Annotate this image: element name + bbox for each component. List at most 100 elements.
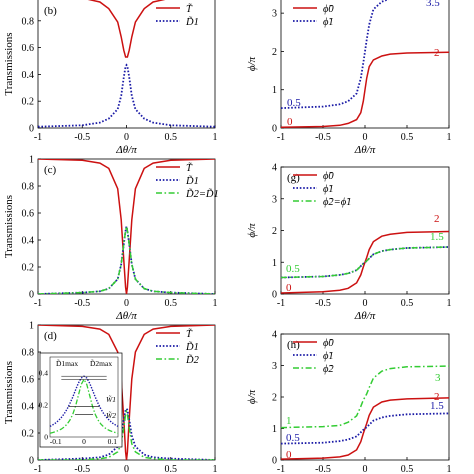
y-tick-label: 1 [272, 258, 277, 269]
legend-label: D̃1 [185, 174, 199, 187]
y-tick-label: 1 [29, 155, 34, 166]
y-axis-label: ϕ/π [246, 223, 258, 238]
x-tick-label: 0 [124, 298, 129, 309]
axes-frame [280, 0, 450, 129]
legend-label: ϕ̃1 [323, 184, 334, 195]
y-tick-label: 0.8 [22, 16, 35, 27]
x-tick-label: 0 [124, 132, 129, 143]
legend-label: ϕ̃1 [323, 17, 334, 28]
x-axis-label: Δθ/π [354, 144, 376, 156]
series-line-blue [281, 412, 449, 445]
annotation-label: 2 [434, 213, 440, 225]
panel-label: (c) [44, 164, 57, 176]
y-tick-label: 0.4 [22, 236, 35, 247]
x-tick-label: 0.5 [401, 132, 414, 143]
panel-label: (d) [44, 330, 57, 342]
x-tick-label: 0.5 [165, 464, 178, 474]
legend-label: D̃2 [185, 353, 200, 366]
legend-label: ϕ̃2 [323, 364, 334, 375]
legend-label: ϕ̃0 [323, 171, 334, 182]
y-tick-label: 2 [272, 226, 277, 237]
series-line-green [281, 246, 449, 279]
x-tick-label: 0 [363, 464, 368, 474]
y-tick-label: 0.8 [22, 348, 35, 359]
y-tick-label: 0 [272, 456, 277, 467]
panel-d: -1 -0.5 0 0.5 1 0 0.2 0.4 0.6 0.8 1 Transmissions (d… [3, 321, 218, 474]
annotation-label: 1.5 [430, 231, 444, 243]
y-tick-label: 0 [272, 290, 277, 301]
panel-label: (h) [287, 339, 300, 351]
annotation-label: 3.5 [426, 0, 440, 9]
inset-x-tick: 0.1 [108, 437, 118, 446]
series-line-blue [38, 63, 215, 128]
x-tick-label: -1 [277, 464, 285, 474]
panel-b: -1 -0.5 0 0.5 1 0 0.2 0.4 0.6 0.8 Δθ/π Transmission… [3, 0, 218, 156]
inset-label: W̃2 [106, 411, 116, 420]
x-tick-label: 1 [447, 132, 452, 143]
inset-label: D̃2max [90, 359, 112, 368]
x-axis-label: Δθ/π [115, 144, 137, 156]
series-line-red [87, 0, 166, 58]
y-tick-label: 0.4 [22, 70, 35, 81]
series-line-blue [38, 407, 215, 460]
x-tick-label: 0.5 [165, 132, 178, 143]
legend-label: ϕ̃2=ϕ̃1 [323, 197, 351, 208]
y-axis-label: ϕ/π [246, 56, 258, 71]
x-tick-label: -1 [34, 298, 42, 309]
series-line-red [281, 51, 449, 128]
inset-label: D̃1max [56, 359, 78, 368]
series-line-green [38, 226, 215, 294]
inset-y-tick: 0 [44, 433, 48, 442]
legend-label: D̃1 [185, 15, 199, 28]
y-tick-label: 0 [29, 456, 34, 467]
x-tick-label: -1 [277, 298, 285, 309]
y-tick-label: 0.6 [22, 209, 35, 220]
x-tick-label: 0.5 [165, 298, 178, 309]
x-tick-label: -0.5 [315, 298, 331, 309]
y-axis-label: Transmissions [3, 195, 15, 258]
panel-f: -1 -0.5 0 0.5 1 0 1 2 3 Δθ/π ϕ/π ϕ̃0 ϕ̃1 3.5 2 0.5 0 [246, 0, 452, 156]
x-tick-label: 1 [213, 298, 218, 309]
annotation-label: 3 [435, 372, 441, 384]
y-tick-label: 3 [272, 361, 277, 372]
annotation-label: 0 [286, 449, 292, 461]
x-tick-label: -0.5 [74, 464, 90, 474]
x-tick-label: -0.5 [315, 464, 331, 474]
annotation-label: 0 [286, 282, 292, 294]
panel-g: -1 -0.5 0 0.5 1 0 1 2 3 4 Δθ/π ϕ/π (g) ϕ̃0 ϕ̃1 ϕ̃2=ϕ̃1 2… [246, 163, 452, 323]
series-line-red [38, 325, 215, 460]
y-tick-label: 0 [272, 124, 277, 135]
x-tick-label: 1 [213, 464, 218, 474]
legend-label: T̃ [186, 327, 193, 340]
legend-label: ϕ̃0 [323, 338, 334, 349]
y-tick-label: 0.2 [22, 263, 35, 274]
series-line-blue [281, 0, 390, 109]
y-tick-label: 0.2 [22, 97, 35, 108]
y-tick-label: 2 [272, 393, 277, 404]
x-axis-label: Δθ/π [115, 310, 137, 322]
series-line-red [281, 230, 449, 294]
series-line-blue [281, 246, 449, 279]
x-tick-label: 0 [124, 464, 129, 474]
x-tick-label: 0 [363, 298, 368, 309]
x-tick-label: 1 [213, 132, 218, 143]
inset-y-tick: 0.4 [39, 369, 49, 378]
x-axis-label: Δθ/π [354, 310, 376, 322]
y-tick-label: 1 [272, 424, 277, 435]
legend-label: T̃ [186, 161, 193, 174]
inset-y-tick: 0.2 [39, 401, 49, 410]
x-tick-label: -0.5 [74, 132, 90, 143]
axes-frame [280, 166, 450, 295]
annotation-label: 0.5 [286, 432, 300, 444]
y-tick-label: 0.8 [22, 182, 35, 193]
panel-label: (g) [287, 172, 300, 184]
annotation-label: 2 [434, 391, 440, 403]
inset-x-tick: -0.1 [50, 437, 62, 446]
y-tick-label: 0 [29, 290, 34, 301]
axes-frame [280, 333, 450, 461]
legend-label: D̃2=D̃1 [185, 187, 219, 200]
x-tick-label: -1 [34, 132, 42, 143]
y-tick-label: 4 [272, 330, 277, 341]
